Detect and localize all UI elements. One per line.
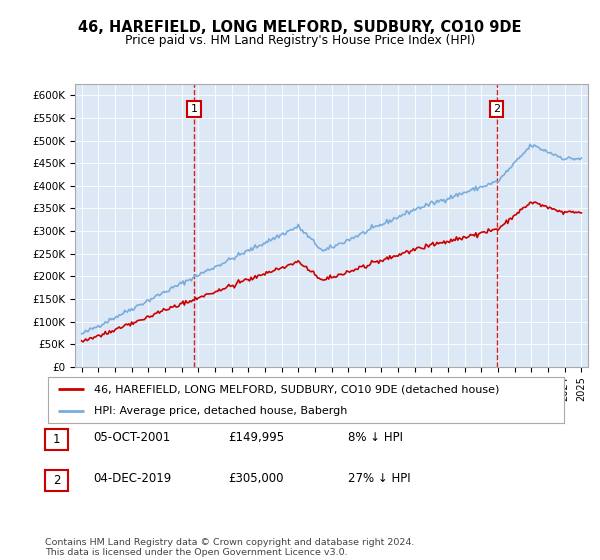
Text: 27% ↓ HPI: 27% ↓ HPI: [348, 472, 410, 486]
Text: £305,000: £305,000: [228, 472, 284, 486]
Text: Price paid vs. HM Land Registry's House Price Index (HPI): Price paid vs. HM Land Registry's House …: [125, 34, 475, 46]
Text: 1: 1: [53, 433, 60, 446]
Text: 2: 2: [493, 104, 500, 114]
Text: 05-OCT-2001: 05-OCT-2001: [93, 431, 170, 445]
Text: 46, HAREFIELD, LONG MELFORD, SUDBURY, CO10 9DE (detached house): 46, HAREFIELD, LONG MELFORD, SUDBURY, CO…: [94, 384, 500, 394]
Text: 46, HAREFIELD, LONG MELFORD, SUDBURY, CO10 9DE: 46, HAREFIELD, LONG MELFORD, SUDBURY, CO…: [78, 20, 522, 35]
Text: HPI: Average price, detached house, Babergh: HPI: Average price, detached house, Babe…: [94, 407, 348, 416]
Text: 1: 1: [191, 104, 197, 114]
Text: 04-DEC-2019: 04-DEC-2019: [93, 472, 171, 486]
Text: £149,995: £149,995: [228, 431, 284, 445]
Text: 2: 2: [53, 474, 60, 487]
Text: 8% ↓ HPI: 8% ↓ HPI: [348, 431, 403, 445]
Text: Contains HM Land Registry data © Crown copyright and database right 2024.
This d: Contains HM Land Registry data © Crown c…: [45, 538, 415, 557]
